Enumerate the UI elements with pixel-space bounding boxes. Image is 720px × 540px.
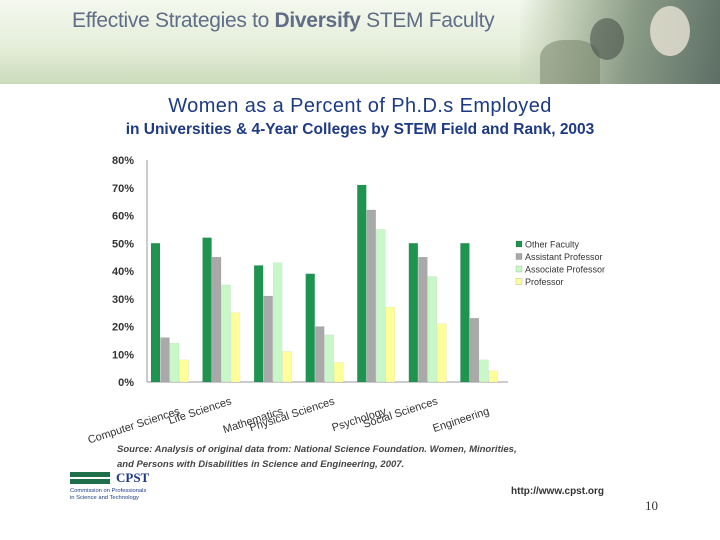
- bar: [150, 243, 161, 383]
- website-link[interactable]: http://www.cpst.org: [511, 486, 604, 497]
- logo-stripe: [70, 472, 110, 477]
- logo-subtitle: Commission on Professionals in Science a…: [70, 488, 147, 501]
- bar: [408, 243, 419, 383]
- bar: [179, 359, 189, 383]
- legend-label: Professor: [525, 277, 564, 287]
- bar: [418, 256, 428, 383]
- bar: [221, 284, 231, 383]
- source-line-2: and Persons with Disabilities in Science…: [117, 459, 405, 470]
- source-line-1: Source: Analysis of original data from: …: [117, 444, 517, 455]
- bar: [211, 256, 222, 383]
- bar: [263, 295, 273, 383]
- bar: [427, 276, 438, 383]
- legend-swatch: [515, 253, 523, 260]
- banner-title: Effective Strategies to Diversify STEM F…: [72, 9, 495, 33]
- y-tick-label: 60%: [112, 211, 134, 223]
- y-tick-label: 30%: [112, 294, 134, 306]
- bar: [385, 306, 396, 383]
- legend-label: Assistant Professor: [525, 252, 603, 262]
- photo-figure: [540, 40, 600, 84]
- bar: [460, 243, 470, 383]
- header-banner: Effective Strategies to Diversify STEM F…: [0, 0, 720, 84]
- legend-label: Other Faculty: [525, 240, 580, 250]
- chart-subtitle: in Universities & 4-Year Colleges by STE…: [125, 121, 595, 138]
- bar: [324, 334, 334, 383]
- legend-swatch: [515, 265, 523, 273]
- banner-title-prefix: Effective Strategies to: [72, 9, 275, 32]
- bar: [479, 359, 489, 383]
- x-tick-label: Engineering: [431, 405, 491, 435]
- bar: [376, 229, 386, 383]
- legend-swatch: [515, 278, 523, 285]
- bar: [282, 351, 292, 383]
- bar: [314, 326, 325, 383]
- page-number: 10: [645, 498, 658, 513]
- photo-figure: [590, 18, 624, 60]
- banner-title-emphasis: Diversify: [274, 9, 361, 32]
- y-tick-label: 20%: [112, 322, 134, 334]
- chart-title: Women as a Percent of Ph.D.s Employed: [168, 95, 552, 117]
- y-tick-label: 70%: [112, 183, 134, 195]
- bar: [253, 265, 264, 383]
- logo-stripe: [70, 479, 110, 484]
- bar: [202, 237, 212, 383]
- bar: [169, 342, 180, 383]
- bar: [366, 209, 377, 383]
- y-tick-label: 40%: [112, 266, 134, 278]
- bar: [160, 337, 170, 383]
- legend-swatch: [515, 240, 523, 248]
- logo-mark: CPST: [70, 470, 150, 486]
- y-tick-label: 10%: [112, 349, 134, 361]
- legend-label: Associate Professor: [525, 265, 605, 275]
- x-tick-label: Computer Sciences: [86, 405, 181, 446]
- bar: [230, 312, 241, 383]
- bar: [357, 184, 367, 383]
- bar: [488, 370, 499, 383]
- bar: [305, 273, 315, 383]
- y-tick-label: 80%: [112, 155, 134, 167]
- y-tick-label: 50%: [112, 238, 134, 250]
- bar: [333, 362, 344, 383]
- bar: [437, 323, 447, 383]
- y-tick-label: 0%: [118, 377, 134, 389]
- bar: [469, 317, 480, 383]
- cpst-logo: CPST Commission on Professionals in Scie…: [70, 470, 150, 506]
- banner-title-suffix: STEM Faculty: [360, 9, 495, 32]
- source-note: Source: Analysis of original data from: …: [117, 442, 537, 472]
- bar: [272, 262, 283, 383]
- photo-figure: [650, 6, 690, 56]
- logo-name: CPST: [116, 470, 150, 485]
